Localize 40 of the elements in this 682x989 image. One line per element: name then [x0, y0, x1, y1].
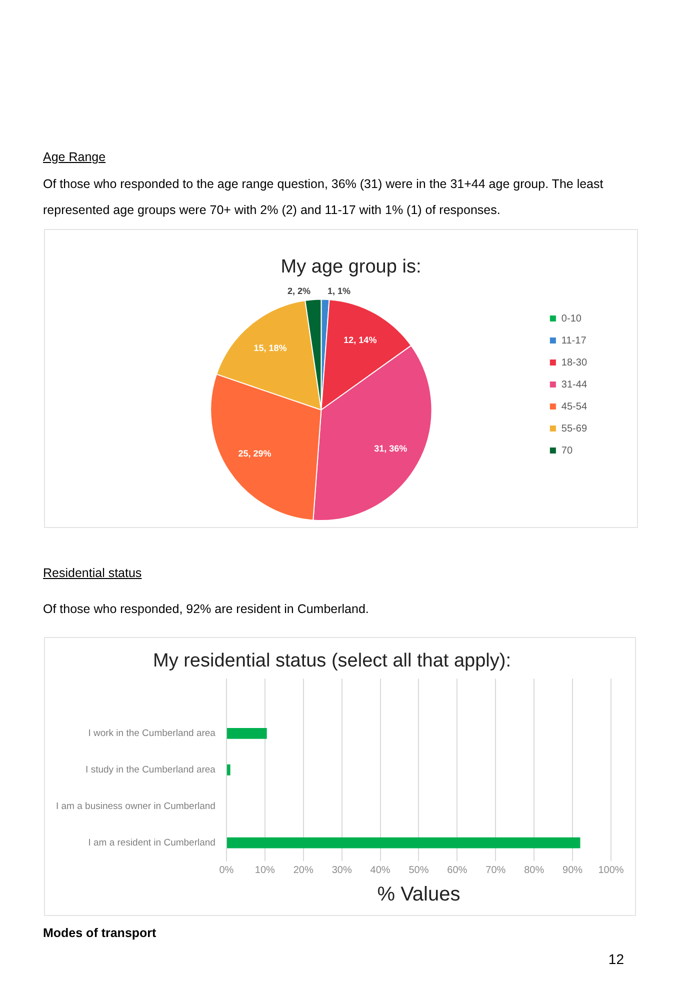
bar	[226, 728, 267, 739]
bar	[226, 837, 580, 848]
legend-label: 55-69	[561, 423, 588, 434]
y-tick-label: I study in the Cumberland area	[86, 764, 216, 776]
text: Of those who responded to the age range question, 36% (31) were in the 31+44 age group. The least represented age groups were 70+ with 2% (2) and 11-17 with 1% (1) of responses.	[43, 176, 604, 219]
text: 12	[607, 950, 624, 969]
x-tick-label: 80%	[524, 864, 544, 876]
legend-label: 31-44	[561, 379, 588, 390]
x-tick-label: 50%	[408, 864, 429, 876]
legend-label: 0-10	[561, 313, 582, 324]
x-tick-label: 30%	[332, 864, 352, 876]
x-tick-label: 70%	[486, 864, 506, 876]
text: Residential status	[43, 565, 143, 582]
chart-title: My age group is:	[280, 256, 422, 278]
x-tick-label: 100%	[598, 864, 624, 876]
y-tick-label: I am a business owner in Cumberland	[56, 800, 216, 812]
data-label: 31, 36%	[374, 443, 408, 454]
data-label: 25, 29%	[238, 448, 272, 458]
text: Modes of transport	[43, 925, 158, 942]
data-label: 1, 1%	[328, 286, 351, 296]
legend-label: 45-54	[561, 401, 588, 412]
x-tick-label: 40%	[370, 864, 390, 876]
legend-label: 11-17	[561, 335, 587, 346]
chart-title: My residential status (select all that apply):	[153, 650, 511, 672]
data-label: 12, 14%	[344, 334, 377, 345]
x-tick-label: 10%	[254, 864, 276, 876]
legend-label: 70	[561, 445, 573, 456]
y-tick-label: I am a resident in Cumberland	[88, 837, 216, 848]
bar	[226, 764, 230, 776]
x-tick-label: 20%	[293, 864, 314, 876]
x-axis-title: % Values	[377, 884, 460, 906]
legend-label: 18-30	[561, 357, 588, 368]
y-tick-label: I work in the Cumberland area	[88, 728, 216, 740]
text: Age Range	[43, 149, 107, 166]
text: Of those who responded, 92% are resident in Cumberland.	[43, 601, 370, 618]
x-tick-label: 0%	[219, 864, 234, 876]
data-label: 2, 2%	[288, 286, 311, 296]
x-tick-label: 60%	[447, 864, 468, 876]
x-tick-label: 90%	[562, 864, 583, 876]
data-label: 15, 18%	[254, 343, 287, 354]
